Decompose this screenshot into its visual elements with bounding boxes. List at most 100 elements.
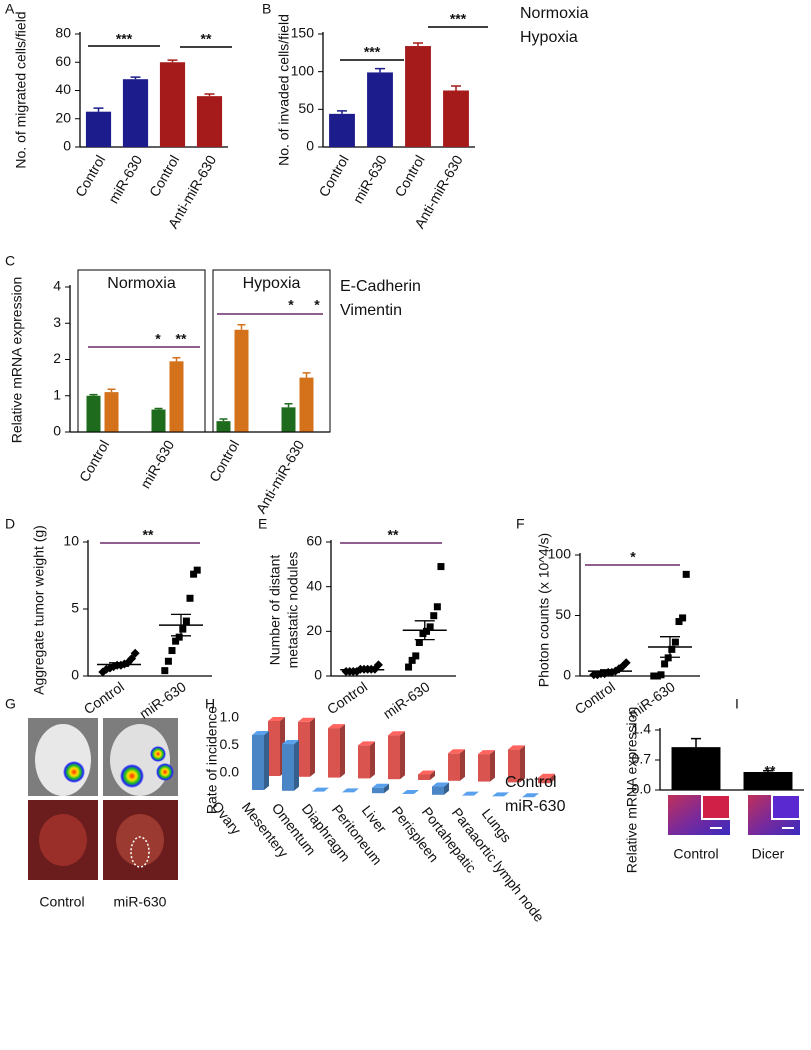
y-tick-label: 1.0 [220,709,240,725]
bar-top [282,740,299,745]
x-tick-label: miR-630 [105,152,145,206]
y-tick-label: 0 [53,423,61,439]
y-tick-label: 1 [53,386,61,402]
significance-label: * [314,297,320,313]
legend-label: miR-630 [505,798,566,815]
point [430,612,438,620]
y-tick-label: 0 [563,667,571,683]
x-tick-label: miR-630 [380,678,433,722]
point [437,563,445,571]
x-tick-label: Anti-miR-630 [253,437,308,516]
sem-bar [352,668,373,672]
sem-bar [414,620,435,641]
y-tick-label: 0 [314,667,322,683]
point [186,594,194,602]
error-bar [93,107,104,112]
x-tick-label: Control [391,152,427,199]
panel-letter: I [735,696,739,712]
micrographs [668,794,801,835]
significance-label: *** [450,11,467,27]
bar [159,62,186,147]
point [650,672,658,680]
x-tick-label: Control [206,437,242,484]
significance-label: * [155,331,161,347]
legend-label: Hypoxia [520,29,578,46]
x-tick-label: Control [81,678,127,717]
bar [443,90,469,147]
bar [299,377,314,432]
bar-top [538,773,555,778]
bar-top [522,793,539,798]
signal [120,764,144,788]
bar-top [462,791,479,796]
y-axis-label: metastatic nodules [285,552,301,669]
significance-label: * [630,549,636,565]
y-tick-label: 1.4 [632,721,652,737]
bar-top [402,790,419,794]
y-tick-label: 0 [71,667,79,683]
bar-top [418,770,435,775]
x-tick-label: Control [72,152,108,199]
bar [372,787,384,794]
significance-label: *** [364,44,381,60]
point [682,570,690,578]
significance-label: *** [116,31,133,47]
error-bar [89,393,98,396]
panel-letter: D [5,516,15,532]
point [130,648,140,658]
point [168,647,176,655]
bar-top [372,783,389,788]
significance-label: * [288,297,294,313]
y-axis-label: Rate of incidence [204,706,220,814]
error-bar [691,737,701,748]
significance-label: ** [143,527,154,543]
bar-side [520,745,525,783]
y-tick-label: 0.7 [632,751,652,767]
error-bar [172,356,181,362]
bar [104,392,119,432]
panel-letter: H [205,696,215,712]
point [671,638,679,646]
bar [405,46,431,148]
bar [281,407,296,432]
bar [432,786,444,795]
bar [169,361,184,432]
significance-label: ** [201,31,212,47]
y-tick-label: 40 [55,81,71,97]
y-axis-label: Relative mRNA expression [624,707,640,874]
sem-bar [109,662,129,667]
x-tick-label: Control [315,152,351,199]
point [675,618,683,626]
y-tick-label: 0.0 [632,781,652,797]
bar-top [358,741,375,746]
bar-side [370,741,375,779]
x-tick-label: miR-630 [137,437,177,491]
bar-top [342,788,359,793]
point [182,617,190,625]
bar-top [448,749,465,754]
bar [122,79,149,147]
bar-side [294,740,299,791]
error-bar [219,418,228,422]
bar [196,96,223,147]
significance-label: ** [388,527,399,543]
signal [156,763,174,781]
y-tick-label: 0.5 [220,736,240,752]
point [412,652,420,660]
bar-top [312,787,329,792]
error-bar [302,372,311,378]
sem-bar [600,669,620,674]
bar [508,749,520,783]
point [433,603,441,611]
y-tick-label: 40 [306,577,322,593]
error-bar [284,402,293,408]
y-tick-label: 80 [55,25,71,41]
y-tick-label: 10 [63,533,79,549]
y-tick-label: 5 [71,600,79,616]
y-tick-label: 0 [306,138,314,154]
point [408,656,416,664]
inset [771,794,801,820]
bar-side [460,749,465,781]
error-bar [237,323,246,330]
